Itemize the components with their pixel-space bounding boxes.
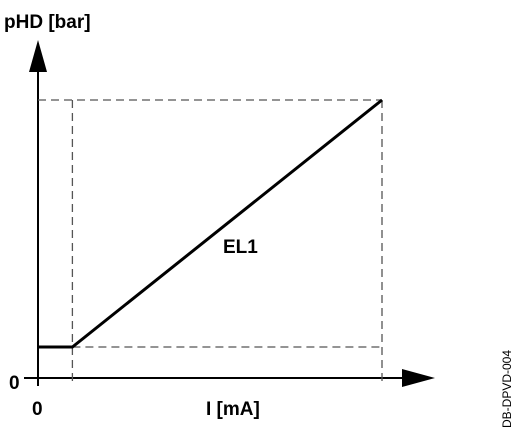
y-origin-label: 0 bbox=[9, 373, 20, 394]
y-axis-label: pHD [bar] bbox=[4, 12, 91, 33]
document-reference-code: DB-DPVD-004 bbox=[500, 350, 514, 428]
series-el1-line bbox=[38, 98, 383, 349]
y-axis-arrowhead bbox=[29, 40, 47, 72]
x-axis-arrowhead bbox=[402, 369, 435, 387]
x-origin-label: 0 bbox=[32, 399, 43, 420]
x-axis-label: I [mA] bbox=[206, 399, 260, 420]
series-el1-label: EL1 bbox=[223, 237, 258, 258]
